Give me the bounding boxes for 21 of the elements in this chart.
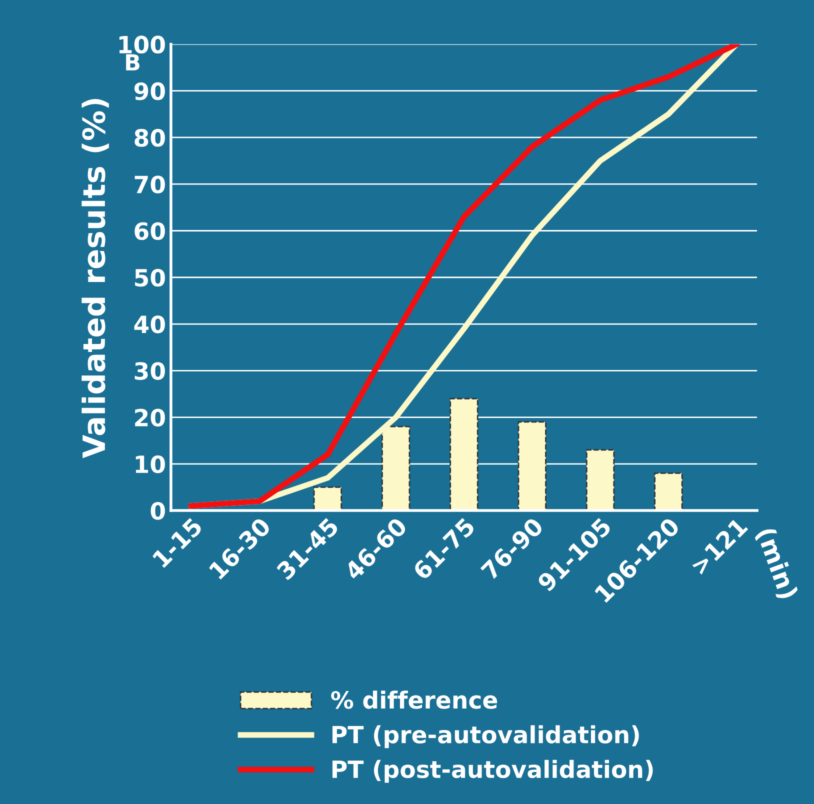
y-tick-label: 70 [134, 176, 165, 194]
bar [450, 398, 478, 511]
y-tick-label: 30 [134, 362, 165, 380]
text: (min) [754, 526, 799, 601]
y-tick-label: 90 [134, 82, 165, 100]
bar [654, 472, 683, 511]
y-tick-label: 40 [134, 315, 165, 334]
y-tick-label: 60 [134, 222, 165, 240]
y-tick-label: 100 [119, 36, 165, 54]
legend-label: PT (post-autovalidation) [332, 760, 653, 783]
bar [518, 421, 546, 511]
y-tick-label: 20 [135, 408, 165, 427]
y-tick-label: 0 [150, 502, 165, 520]
y-tick-label: 80 [134, 128, 165, 147]
legend-label: PT (pre-autovalidation) [332, 725, 639, 748]
y-tick-label: 10 [136, 455, 165, 474]
legend-label: % difference [331, 690, 498, 709]
y-tick-label: 50 [135, 268, 165, 287]
text: B [126, 54, 140, 70]
bar [586, 449, 615, 511]
y-axis-title: Validated results (%) [82, 98, 109, 458]
